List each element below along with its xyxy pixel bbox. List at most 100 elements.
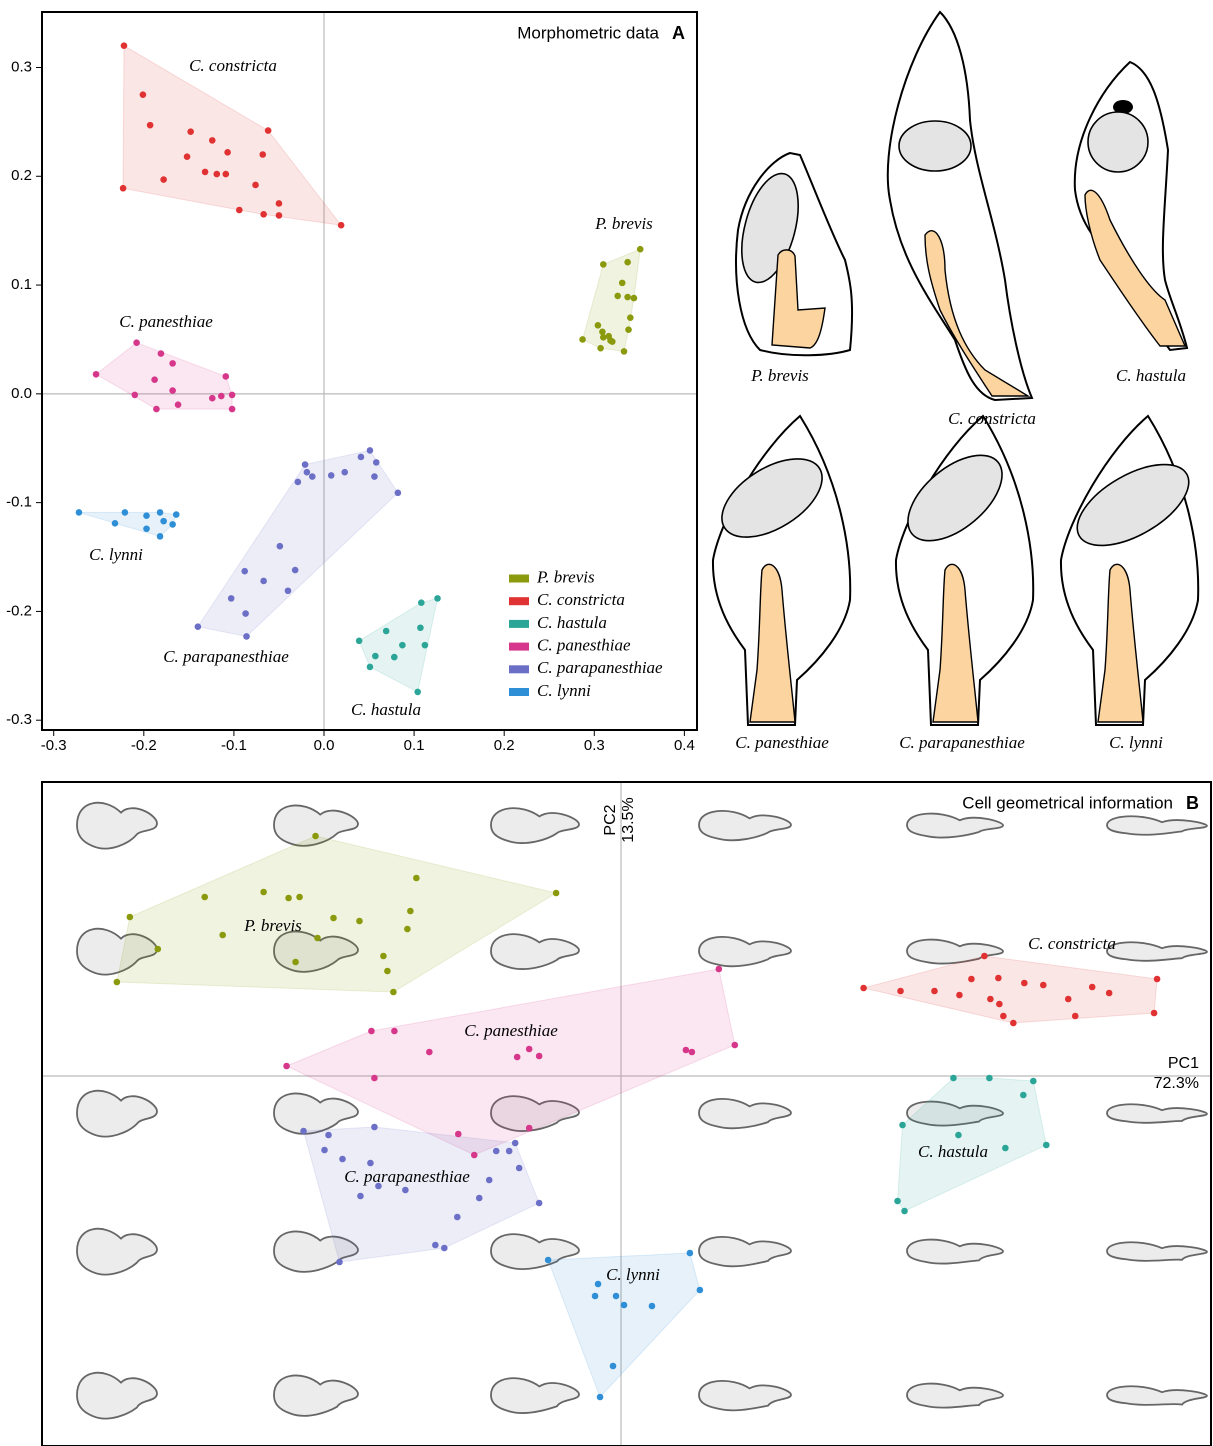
- cell-shape: [491, 934, 579, 969]
- point: [613, 1293, 620, 1300]
- point: [295, 479, 302, 486]
- point: [1000, 1013, 1007, 1020]
- point: [187, 128, 194, 135]
- y-axis-label: 13.5%: [620, 797, 637, 842]
- point: [931, 988, 938, 995]
- point: [597, 345, 604, 352]
- cell-shape: [274, 1093, 358, 1133]
- point: [621, 1302, 628, 1309]
- legend-label: C. constricta: [537, 590, 625, 609]
- cell-shape: [274, 1375, 358, 1415]
- point: [619, 280, 626, 287]
- point: [384, 968, 391, 975]
- point: [302, 461, 309, 468]
- point: [476, 1195, 483, 1202]
- point: [122, 509, 129, 516]
- point: [637, 246, 644, 253]
- point: [114, 979, 121, 986]
- group-label: C. hastula: [918, 1142, 988, 1161]
- cell-shape: [1107, 816, 1207, 835]
- point: [426, 1049, 433, 1056]
- point: [336, 1259, 343, 1266]
- point: [595, 322, 602, 329]
- point: [228, 595, 235, 602]
- cell-shape: [699, 1237, 791, 1266]
- group-label: C. lynni: [606, 1265, 660, 1284]
- point: [339, 1156, 346, 1163]
- point: [296, 894, 303, 901]
- point: [432, 1242, 439, 1249]
- point: [242, 610, 249, 617]
- point: [506, 1148, 513, 1155]
- point: [222, 171, 229, 178]
- legend-swatch: [509, 620, 529, 628]
- point: [229, 392, 236, 399]
- point: [404, 926, 411, 933]
- x-tick-label: 0.4: [674, 737, 695, 754]
- point: [687, 1250, 694, 1257]
- cell-shape: [77, 803, 157, 849]
- panel-title: Morphometric data: [517, 23, 659, 42]
- point: [341, 469, 348, 476]
- cell-shape: [1107, 942, 1207, 961]
- point: [153, 406, 160, 413]
- group-hull: [287, 969, 735, 1155]
- legend-swatch: [509, 575, 529, 583]
- point: [683, 1047, 690, 1054]
- point: [402, 1187, 409, 1194]
- point: [283, 1063, 290, 1070]
- x-axis-label: PC1: [1168, 1055, 1199, 1072]
- cell-shape: [699, 937, 791, 966]
- point: [157, 533, 164, 540]
- illustration-label: C. lynni: [1109, 733, 1163, 752]
- cell-illustrations: P. brevis C. constricta C. hastula C. pa…: [709, 12, 1202, 752]
- point: [1040, 982, 1047, 989]
- legend-swatch: [509, 597, 529, 605]
- point: [399, 642, 406, 649]
- x-tick-label: 0.3: [584, 737, 605, 754]
- y-tick-label: -0.2: [6, 602, 32, 619]
- illustration-label: P. brevis: [750, 366, 809, 385]
- legend-label: C. hastula: [537, 613, 607, 632]
- point: [441, 1245, 448, 1252]
- point: [328, 472, 335, 479]
- panel-letter: A: [672, 23, 685, 43]
- point: [243, 633, 250, 640]
- illustration-label: C. parapanesthiae: [899, 733, 1025, 752]
- group-hull: [79, 512, 176, 536]
- point: [536, 1200, 543, 1207]
- point: [241, 568, 248, 575]
- point: [219, 932, 226, 939]
- point: [373, 459, 380, 466]
- point: [605, 333, 612, 340]
- x-tick-label: -0.2: [131, 737, 157, 754]
- point: [899, 1122, 906, 1129]
- point: [158, 350, 165, 357]
- y-tick-label: 0.2: [11, 167, 32, 184]
- point: [516, 1165, 523, 1172]
- point: [265, 127, 272, 134]
- point: [649, 1303, 656, 1310]
- cell-shape: [1107, 1242, 1207, 1261]
- point: [417, 624, 424, 631]
- point: [367, 664, 374, 671]
- point: [157, 509, 164, 516]
- point: [625, 326, 632, 333]
- point: [526, 1046, 533, 1053]
- point: [486, 1177, 493, 1184]
- point: [292, 959, 299, 966]
- point: [160, 518, 167, 525]
- point: [358, 454, 365, 461]
- point: [1020, 1092, 1027, 1099]
- group-label: C. parapanesthiae: [344, 1167, 470, 1186]
- y-tick-label: -0.1: [6, 494, 32, 511]
- point: [213, 171, 220, 178]
- point: [380, 953, 387, 960]
- point: [1010, 1020, 1017, 1027]
- y-axis-label: PC2: [602, 804, 619, 835]
- point: [260, 211, 267, 218]
- point: [1065, 996, 1072, 1003]
- point: [169, 387, 176, 394]
- panel-title: Cell geometrical information: [962, 793, 1173, 812]
- point: [1106, 990, 1113, 997]
